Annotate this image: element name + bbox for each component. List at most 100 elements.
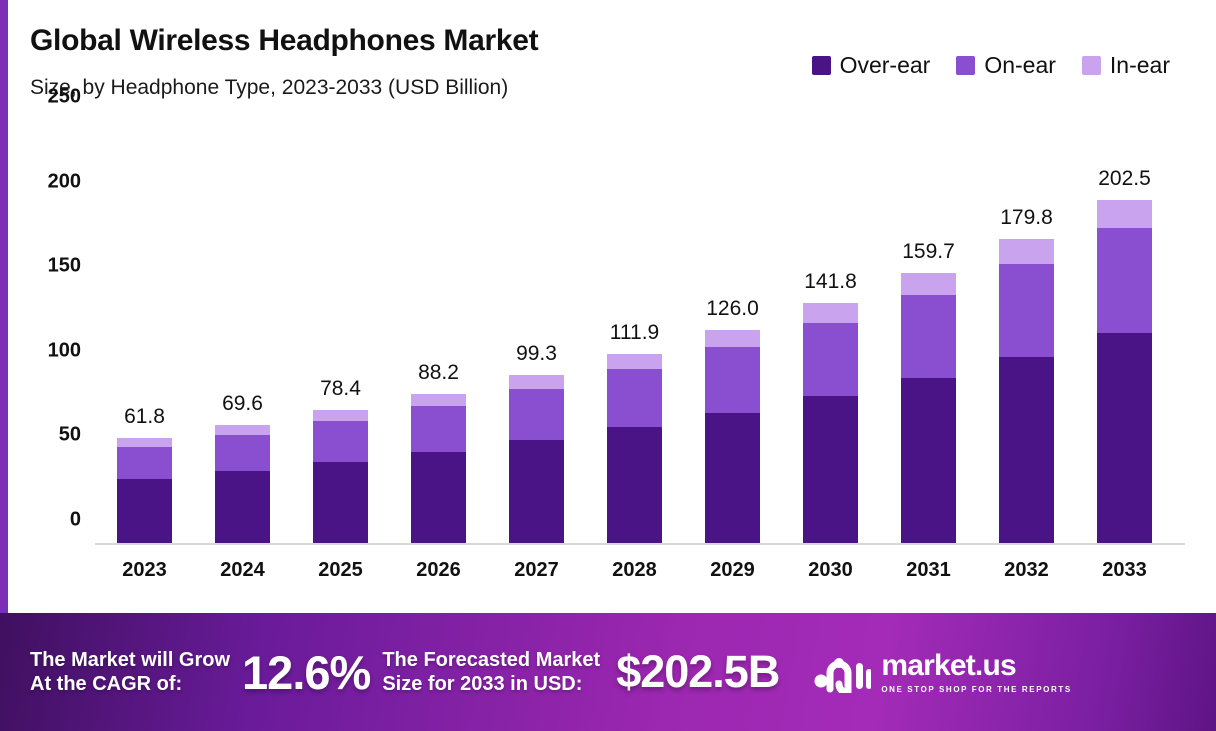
y-axis-tick-label: 200 (47, 170, 81, 193)
bar-segment-on-ear[interactable] (705, 347, 760, 413)
bar-segment-over-ear[interactable] (411, 451, 466, 543)
bar-segment-in-ear[interactable] (313, 410, 368, 422)
bar-segment-over-ear[interactable] (313, 461, 368, 543)
y-axis-tick-label: 50 (58, 423, 81, 446)
legend-item-over-ear: Over-ear (811, 52, 931, 79)
bar-segment-in-ear[interactable] (117, 438, 172, 448)
bar-segment-on-ear[interactable] (215, 434, 270, 471)
bar-value-label: 126.0 (706, 296, 759, 320)
bar-segment-on-ear[interactable] (999, 263, 1054, 357)
bar-group[interactable]: 179.8 2032 (999, 206, 1054, 581)
bar-segment-over-ear[interactable] (705, 412, 760, 543)
bar-value-label: 179.8 (1000, 205, 1053, 229)
bar-value-label: 141.8 (804, 270, 857, 294)
x-axis-tick-label: 2026 (416, 559, 461, 581)
bar-group[interactable]: 99.3 2027 (509, 342, 564, 581)
forecast-caption: The Forecasted Market Size for 2033 in U… (382, 648, 600, 697)
bar-group[interactable]: 111.9 2028 (607, 321, 662, 581)
bar-segment-in-ear[interactable] (215, 425, 270, 435)
bar-value-label: 99.3 (516, 342, 557, 366)
x-axis-tick-label: 2027 (514, 559, 559, 581)
bar-segment-on-ear[interactable] (509, 388, 564, 441)
bar-segment-over-ear[interactable] (1097, 333, 1152, 543)
bar-segment-in-ear[interactable] (999, 238, 1054, 264)
bar-group[interactable]: 78.4 2025 (313, 377, 368, 581)
x-axis-tick-label: 2025 (318, 559, 363, 581)
bar-segment-over-ear[interactable] (509, 440, 564, 543)
bar-segment-on-ear[interactable] (411, 405, 466, 452)
bar-group[interactable]: 202.5 2033 (1097, 167, 1152, 581)
page-subtitle: Size, by Headphone Type, 2023-2033 (USD … (30, 76, 509, 99)
legend-swatch-icon (1081, 56, 1101, 75)
y-axis-tick-label: 0 (69, 508, 81, 531)
bar-segment-in-ear[interactable] (607, 353, 662, 370)
bar-group[interactable]: 126.0 2029 (705, 297, 760, 581)
bar-segment-over-ear[interactable] (901, 377, 956, 543)
y-axis-tick-label: 150 (47, 254, 81, 277)
x-axis-tick-label: 2024 (220, 559, 265, 581)
bar-segment-in-ear[interactable] (901, 272, 956, 295)
bar-segment-over-ear[interactable] (607, 427, 662, 543)
bar-segment-over-ear[interactable] (215, 470, 270, 543)
x-axis-tick-label: 2031 (906, 559, 951, 581)
x-axis-line (95, 543, 1185, 545)
bar-segment-in-ear[interactable] (411, 393, 466, 406)
logo-wordmark: market.us ONE STOP SHOP FOR THE REPORTS (881, 648, 1072, 694)
bar-segment-in-ear[interactable] (509, 375, 564, 389)
bar-value-label: 78.4 (320, 377, 361, 401)
bar-value-label: 202.5 (1098, 167, 1151, 191)
left-accent-bar (0, 0, 8, 731)
legend-swatch-icon (956, 56, 976, 75)
bar-value-label: 69.6 (222, 392, 263, 416)
market-us-logo-mark-icon (814, 658, 872, 693)
page-title: Global Wireless Headphones Market (30, 24, 539, 57)
logo-tagline: ONE STOP SHOP FOR THE REPORTS (881, 684, 1072, 694)
logo-name: market.us (881, 648, 1016, 682)
forecast-caption-line1: The Forecasted Market (382, 648, 601, 671)
forecast-caption-line2: Size for 2033 in USD: (382, 673, 583, 695)
bar-segment-on-ear[interactable] (803, 322, 858, 397)
legend-swatch-icon (811, 56, 831, 75)
bar-group[interactable]: 141.8 2030 (803, 270, 858, 581)
legend-item-label: On-ear (984, 52, 1056, 78)
bar-segment-in-ear[interactable] (705, 329, 760, 348)
footer-banner: The Market will Grow At the CAGR of: 12.… (0, 613, 1216, 731)
y-axis-tick-label: 250 (47, 85, 81, 108)
bar-value-label: 61.8 (124, 405, 165, 429)
cagr-caption-line1: The Market will Grow (30, 648, 231, 671)
market-us-logo: market.us ONE STOP SHOP FOR THE REPORTS (813, 648, 1072, 694)
x-axis-tick-label: 2028 (612, 559, 657, 581)
cagr-value: 12.6% (242, 645, 371, 699)
bar-value-label: 88.2 (418, 360, 459, 384)
legend-item-on-ear: On-ear (956, 52, 1056, 79)
legend-item-label: In-ear (1109, 52, 1170, 78)
bar-segment-over-ear[interactable] (117, 479, 172, 543)
chart-legend: Over-ear On-ear In-ear (811, 52, 1170, 79)
bar-segment-on-ear[interactable] (607, 369, 662, 428)
y-axis-tick-label: 100 (47, 339, 81, 362)
cagr-caption: The Market will Grow At the CAGR of: (30, 648, 230, 697)
x-axis-tick-label: 2032 (1004, 559, 1049, 581)
bar-group[interactable]: 69.6 2024 (215, 392, 270, 581)
legend-item-label: Over-ear (839, 52, 931, 78)
bar-segment-in-ear[interactable] (1097, 200, 1152, 229)
bar-segment-on-ear[interactable] (901, 294, 956, 378)
bar-segment-on-ear[interactable] (117, 447, 172, 480)
bar-segment-over-ear[interactable] (999, 356, 1054, 543)
bar-segment-in-ear[interactable] (803, 303, 858, 323)
bar-value-label: 159.7 (902, 239, 955, 263)
bar-segment-on-ear[interactable] (1097, 228, 1152, 334)
bar-segment-on-ear[interactable] (313, 421, 368, 462)
bar-value-label: 111.9 (609, 320, 660, 344)
forecast-value: $202.5B (616, 646, 780, 697)
bar-series-container: 61.8 2023 69.6 2024 78.4 2025 88.2 2026 99.3 2027… (95, 120, 1185, 581)
legend-item-in-ear: In-ear (1081, 52, 1170, 79)
x-axis-tick-label: 2023 (122, 559, 167, 581)
bar-group[interactable]: 159.7 2031 (901, 240, 956, 581)
bar-group[interactable]: 88.2 2026 (411, 361, 466, 581)
x-axis-tick-label: 2033 (1102, 559, 1147, 581)
x-axis-tick-label: 2029 (710, 559, 755, 581)
bar-segment-over-ear[interactable] (803, 396, 858, 543)
bar-group[interactable]: 61.8 2023 (117, 405, 172, 581)
